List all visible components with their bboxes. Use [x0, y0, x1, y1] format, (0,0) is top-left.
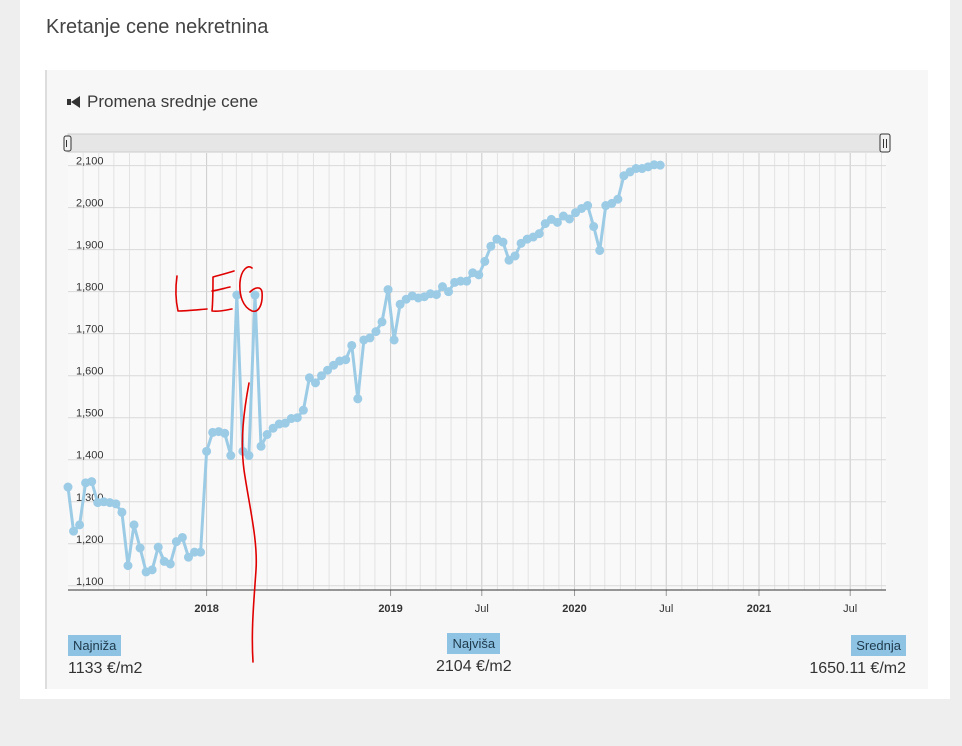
y-tick-label: 2,100 — [76, 156, 104, 168]
y-tick-label: 1,900 — [76, 240, 104, 252]
data-point — [583, 201, 593, 211]
data-point — [232, 290, 242, 300]
annotation-letter-g — [239, 266, 263, 313]
data-point — [304, 373, 314, 383]
x-tick-label: Jul — [843, 603, 857, 615]
x-tick-label: 2018 — [194, 603, 218, 615]
data-point — [613, 194, 623, 204]
data-point — [474, 270, 484, 280]
data-point — [177, 532, 187, 542]
stat-max: Najviša 2104 €/m2 — [436, 633, 512, 676]
data-point — [510, 251, 520, 261]
data-point — [552, 217, 562, 227]
data-point — [226, 451, 236, 461]
data-point — [595, 245, 605, 255]
data-point — [75, 520, 85, 530]
data-point — [655, 160, 665, 170]
y-tick-label: 1,100 — [76, 576, 104, 588]
stat-avg: Srednja 1650.11 €/m2 — [809, 635, 906, 678]
navigator-track — [67, 133, 887, 153]
stat-avg-label: Srednja — [851, 635, 906, 656]
data-point — [111, 499, 121, 509]
data-point — [383, 285, 393, 295]
y-tick-label: 1,200 — [76, 534, 104, 546]
y-tick-label: 1,700 — [76, 324, 104, 336]
data-point — [183, 552, 193, 562]
data-point — [437, 282, 447, 292]
data-point — [371, 327, 381, 337]
stat-min: Najniža 1133 €/m2 — [68, 635, 142, 678]
data-point — [486, 241, 496, 251]
data-point — [292, 413, 302, 423]
data-point — [480, 256, 490, 266]
data-point — [310, 378, 320, 388]
data-point — [341, 355, 351, 365]
x-tick-label: 2021 — [747, 603, 771, 615]
y-tick-label: 1,600 — [76, 366, 104, 378]
stat-max-value: 2104 €/m2 — [436, 658, 512, 675]
y-tick-label: 2,000 — [76, 198, 104, 210]
data-point — [323, 365, 333, 375]
data-point — [117, 507, 127, 517]
page-title: Kretanje cene nekretnina — [46, 16, 269, 38]
annotation-letter-l — [175, 275, 208, 312]
annotation-letter-e — [211, 270, 235, 313]
data-point — [196, 547, 206, 557]
data-point — [347, 340, 357, 350]
x-tick-label: Jul — [659, 603, 673, 615]
data-point — [244, 451, 254, 461]
data-point — [589, 222, 599, 232]
data-point — [153, 542, 163, 552]
panel-title-text: Promena srednje cene — [87, 92, 259, 111]
x-tick-label: Jul — [475, 603, 489, 615]
stat-max-label: Najviša — [447, 633, 501, 654]
data-point — [498, 237, 508, 247]
plot-area — [68, 153, 886, 590]
y-tick-label: 1,800 — [76, 282, 104, 294]
data-point — [353, 394, 363, 404]
data-point — [365, 333, 375, 343]
data-point — [135, 543, 145, 553]
data-point — [395, 299, 405, 309]
stat-min-label: Najniža — [68, 635, 122, 656]
data-point — [534, 229, 544, 239]
data-point — [256, 441, 266, 451]
x-tick-label: 2020 — [562, 603, 586, 615]
navigator-handle-right — [879, 133, 891, 153]
data-point — [564, 214, 574, 224]
data-point — [87, 477, 97, 487]
data-point — [220, 428, 230, 438]
data-point — [63, 482, 73, 492]
data-point — [262, 430, 272, 440]
data-point — [250, 290, 260, 300]
data-point — [165, 559, 175, 569]
data-point — [462, 276, 472, 286]
data-point — [389, 335, 399, 345]
stat-min-value: 1133 €/m2 — [68, 660, 143, 677]
stat-avg-value: 1650.11 €/m2 — [809, 660, 906, 677]
megaphone-icon — [67, 96, 81, 108]
data-point — [129, 520, 139, 530]
panel-title: Promena srednje cene — [67, 92, 258, 112]
data-point — [377, 317, 387, 327]
data-point — [69, 526, 79, 536]
y-tick-label: 1,500 — [76, 408, 104, 420]
data-point — [431, 290, 441, 300]
y-tick-label: 1,400 — [76, 450, 104, 462]
data-point — [147, 565, 157, 575]
x-tick-label: 2019 — [378, 603, 402, 615]
data-point — [202, 446, 212, 456]
annotation-vertical-line — [241, 382, 258, 663]
navigator-handle-left — [63, 135, 72, 152]
data-point — [298, 405, 308, 415]
data-point — [444, 287, 454, 297]
data-point — [123, 561, 133, 571]
data-point — [317, 371, 327, 381]
